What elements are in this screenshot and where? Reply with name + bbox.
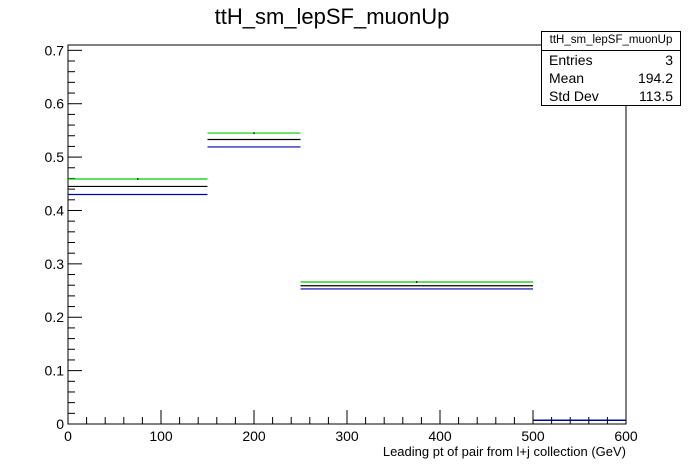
y-tick-label: 0.3	[45, 256, 65, 272]
stats-row-entries: Entries 3	[542, 51, 680, 69]
x-tick-label: 100	[149, 428, 173, 444]
stats-stddev-value: 113.5	[639, 88, 673, 104]
series-2	[68, 146, 626, 421]
stats-mean-value: 194.2	[637, 70, 673, 86]
x-tick-label: 200	[242, 428, 266, 444]
x-axis: 0 100 200 300 400 500 600	[64, 410, 638, 444]
series-layer	[68, 132, 626, 424]
x-tick-label: 600	[614, 428, 638, 444]
y-tick-label: 0.6	[45, 96, 65, 112]
stats-title: ttH_sm_lepSF_muonUp	[542, 32, 680, 51]
stats-mean-label: Mean	[549, 70, 585, 86]
chart-title: ttH_sm_lepSF_muonUp	[215, 4, 450, 29]
stats-box: ttH_sm_lepSF_muonUp Entries 3 Mean 194.2…	[541, 31, 681, 106]
y-axis: 0 0.1 0.2 0.3 0.4 0.5 0.6 0.7	[45, 42, 82, 432]
stats-entries-label: Entries	[549, 52, 593, 68]
x-axis-label: Leading pt of pair from l+j collection (…	[383, 444, 626, 459]
y-tick-label: 0.5	[45, 149, 65, 165]
y-tick-label: 0.2	[45, 309, 65, 325]
y-tick-label: 0.4	[45, 202, 65, 218]
y-tick-label: 0	[56, 416, 64, 432]
x-tick-label: 300	[335, 428, 359, 444]
x-tick-label: 500	[521, 428, 545, 444]
x-tick-label: 400	[428, 428, 452, 444]
stats-row-stddev: Std Dev 113.5	[542, 87, 680, 105]
stats-stddev-label: Std Dev	[549, 88, 599, 104]
series-0	[68, 132, 626, 421]
y-tick-label: 0.1	[45, 363, 65, 379]
series-1	[68, 138, 626, 421]
x-tick-label: 0	[64, 428, 72, 444]
stats-row-mean: Mean 194.2	[542, 69, 680, 87]
stats-entries-value: 3	[665, 52, 673, 68]
y-tick-label: 0.7	[45, 42, 65, 58]
